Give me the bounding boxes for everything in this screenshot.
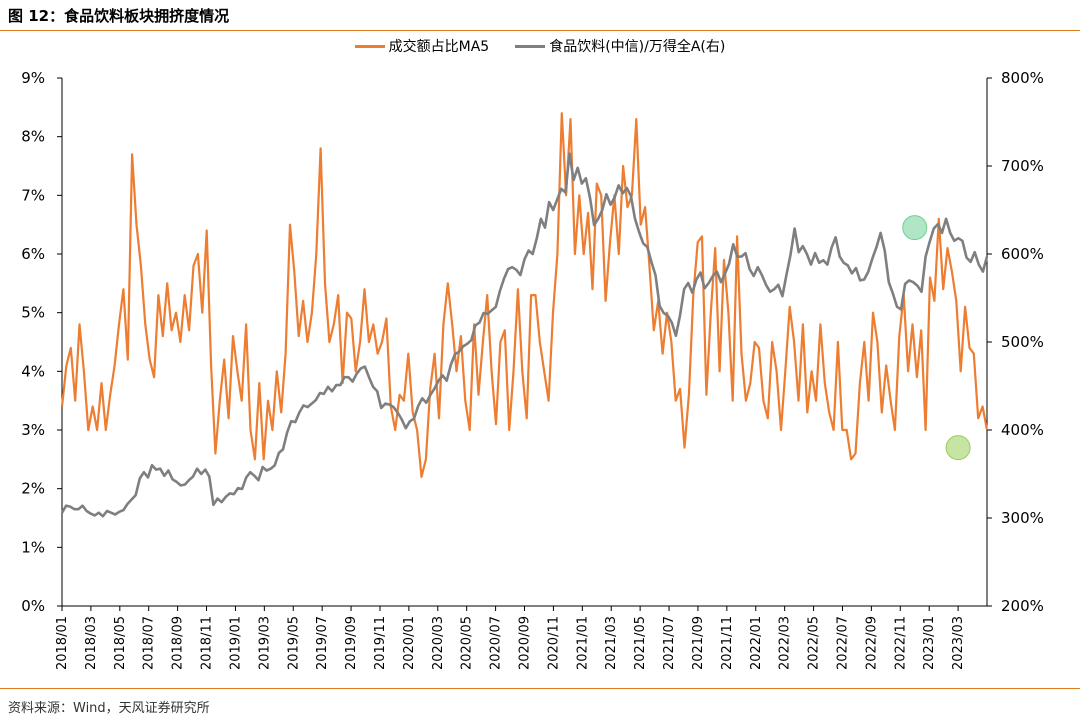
- x-tick-label: 2021/09: [691, 616, 706, 670]
- x-tick-label: 2023/03: [951, 616, 966, 670]
- legend-label: 食品饮料(中信)/万得全A(右): [549, 39, 726, 55]
- right-tick-label: 600%: [1001, 245, 1044, 263]
- x-tick-label: 2022/03: [778, 616, 793, 670]
- x-tick-label: 2022/07: [835, 616, 850, 670]
- x-tick-label: 2020/05: [460, 616, 475, 670]
- left-tick-label: 0%: [21, 597, 45, 615]
- left-tick-label: 7%: [21, 186, 45, 204]
- highlight-marker: [902, 215, 928, 241]
- bottom-rule: [0, 688, 1080, 689]
- x-tick-label: 2019/09: [344, 616, 359, 670]
- x-tick-label: 2019/11: [373, 616, 388, 670]
- left-tick-label: 2%: [21, 480, 45, 498]
- x-tick-label: 2020/03: [431, 616, 446, 670]
- x-tick-label: 2022/09: [864, 616, 879, 670]
- left-tick-label: 9%: [21, 69, 45, 87]
- x-tick-label: 2021/03: [604, 616, 619, 670]
- series-line-relative-index: [60, 152, 989, 518]
- right-tick-label: 700%: [1001, 157, 1044, 175]
- left-tick-label: 6%: [21, 245, 45, 263]
- x-tick-label: 2021/05: [633, 616, 648, 670]
- highlight-marker: [945, 435, 971, 461]
- x-tick-label: 2021/11: [720, 616, 735, 670]
- x-tick-label: 2018/09: [171, 616, 186, 670]
- x-tick-label: 2020/01: [402, 616, 417, 670]
- figure-title: 图 12：食品饮料板块拥挤度情况: [8, 7, 230, 25]
- x-tick-label: 2018/11: [200, 616, 215, 670]
- left-tick-label: 5%: [21, 304, 45, 322]
- x-tick-label: 2018/01: [55, 616, 70, 670]
- legend: 成交额占比MA5 食品饮料(中信)/万得全A(右): [0, 36, 1080, 56]
- series-line-volume-share: [60, 112, 989, 478]
- x-tick-label: 2019/03: [257, 616, 272, 670]
- x-tick-label: 2019/01: [228, 616, 243, 670]
- right-tick-label: 300%: [1001, 509, 1044, 527]
- x-tick-label: 2022/05: [807, 616, 822, 670]
- source-note: 资料来源：Wind，天风证券研究所: [8, 701, 210, 716]
- x-tick-label: 2018/07: [142, 616, 157, 670]
- left-tick-label: 8%: [21, 128, 45, 146]
- x-tick-label: 2022/01: [749, 616, 764, 670]
- right-tick-label: 800%: [1001, 69, 1044, 87]
- right-tick-label: 500%: [1001, 333, 1044, 351]
- legend-item-volume-share: 成交额占比MA5: [354, 36, 490, 56]
- x-tick-label: 2021/07: [662, 616, 677, 670]
- left-tick-label: 4%: [21, 362, 45, 380]
- x-tick-label: 2019/05: [286, 616, 301, 670]
- x-tick-label: 2020/09: [518, 616, 533, 670]
- x-tick-label: 2023/01: [922, 616, 937, 670]
- x-tick-label: 2020/11: [546, 616, 561, 670]
- legend-swatch-gray: [515, 44, 546, 48]
- x-tick-label: 2019/07: [315, 616, 330, 670]
- x-tick-label: 2020/07: [489, 616, 504, 670]
- left-tick-label: 3%: [21, 421, 45, 439]
- legend-swatch-orange: [354, 44, 385, 48]
- left-tick-label: 1%: [21, 538, 45, 556]
- x-tick-label: 2021/01: [575, 616, 590, 670]
- right-tick-label: 200%: [1001, 597, 1044, 615]
- x-tick-label: 2018/03: [84, 616, 99, 670]
- legend-label: 成交额占比MA5: [388, 39, 490, 55]
- x-tick-label: 2018/05: [113, 616, 128, 670]
- x-tick-label: 2022/11: [893, 616, 908, 670]
- right-tick-label: 400%: [1001, 421, 1044, 439]
- legend-item-relative-index: 食品饮料(中信)/万得全A(右): [515, 36, 725, 56]
- top-rule: [0, 0, 1080, 31]
